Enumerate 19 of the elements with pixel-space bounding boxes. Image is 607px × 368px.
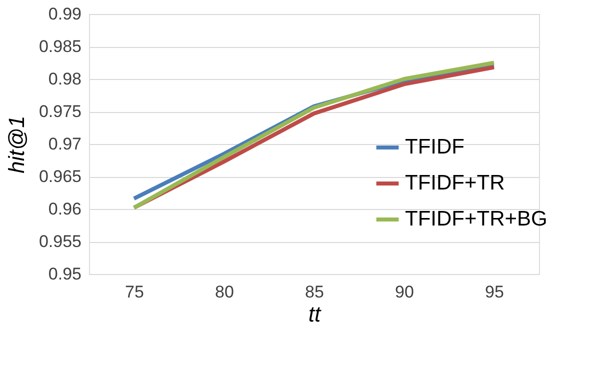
legend-label: TFIDF (405, 136, 464, 158)
x-tick-label: 85 (305, 282, 324, 302)
y-tick-label: 0.95 (48, 264, 82, 284)
x-tick-label: 95 (485, 282, 504, 302)
x-tick-label: 75 (125, 282, 144, 302)
legend-label: TFIDF+TR (405, 172, 505, 194)
y-axis-title: hit@1 (4, 116, 29, 174)
legend-label: TFIDF+TR+BG (405, 208, 548, 230)
x-tick-label: 90 (395, 282, 414, 302)
y-tick-label: 0.99 (48, 4, 82, 24)
y-tick-label: 0.985 (38, 37, 82, 56)
y-tick-label: 0.96 (48, 200, 82, 218)
y-tick-label: 0.965 (38, 167, 82, 186)
y-tick-label: 0.975 (38, 102, 82, 121)
y-tick-label: 0.97 (48, 134, 82, 154)
x-tick-label: 80 (215, 282, 234, 302)
y-tick-label: 0.98 (48, 70, 82, 88)
x-axis-title: tt (308, 302, 322, 326)
y-tick-label: 0.955 (38, 232, 82, 251)
